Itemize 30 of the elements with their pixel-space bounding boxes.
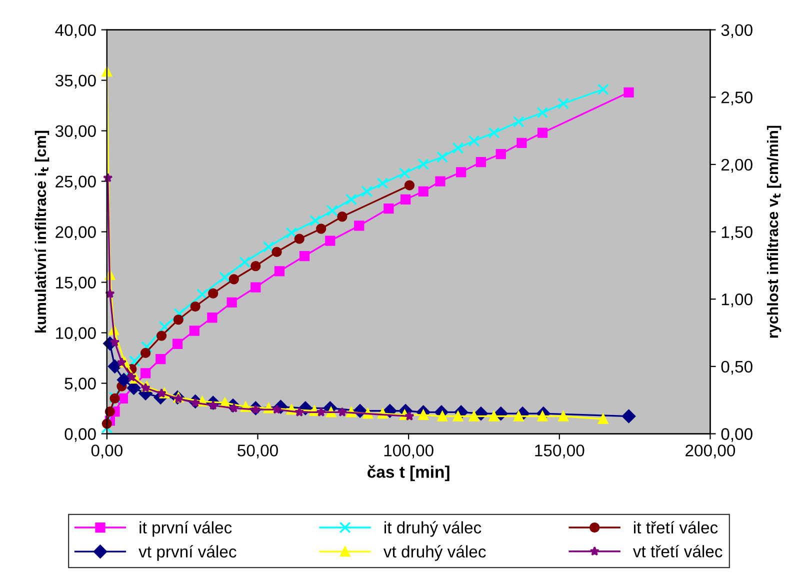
- x-tick-label: 150,00: [535, 444, 584, 458]
- y2-tick-label: 2,50: [721, 92, 752, 106]
- y2-tick-label: 2,00: [721, 158, 752, 173]
- legend-label: vt třetí válec: [632, 544, 722, 558]
- y-tick-label: 40,00: [55, 24, 96, 38]
- y-tick-label: 20,00: [56, 226, 96, 240]
- y2-tick-label: 0,50: [721, 360, 752, 375]
- x-axis-title: čas t [min]: [368, 465, 450, 482]
- y-tick-label: 30,00: [55, 125, 96, 139]
- x-tick-label: 0,00: [91, 444, 122, 458]
- y-tick-label: 25,00: [56, 176, 96, 190]
- y2-tick-label: 3,00: [721, 24, 752, 38]
- legend-label: it třetí válec: [634, 521, 718, 534]
- x-tick-label: 200,00: [686, 444, 736, 458]
- legend-label: it první válec: [140, 521, 232, 537]
- legend-label: it druhý válec: [384, 521, 482, 537]
- legend-label: vt druhý válec: [383, 545, 486, 561]
- y-tick-label: 0,00: [64, 428, 96, 442]
- y-tick-label: 10,00: [56, 327, 96, 341]
- y-tick-label: 35,00: [55, 74, 96, 88]
- y-axis-title: kumulativní infiltrace i$_{t}$ [cm]: [34, 130, 50, 332]
- y-tick-label: 5,00: [64, 378, 96, 392]
- x-tick-label: 50,00: [238, 444, 278, 458]
- x-tick-label: 100,00: [384, 444, 434, 458]
- y2-axis-title: rychlost infiltrace v$_{t}$ [cm/min]: [766, 126, 782, 338]
- y2-tick-label: 0,00: [721, 428, 752, 442]
- y2-tick-label: 1,00: [722, 294, 752, 308]
- legend-label: vt první válec: [138, 545, 236, 561]
- y-tick-label: 15,00: [56, 276, 96, 290]
- y2-tick-label: 1,50: [722, 226, 752, 240]
